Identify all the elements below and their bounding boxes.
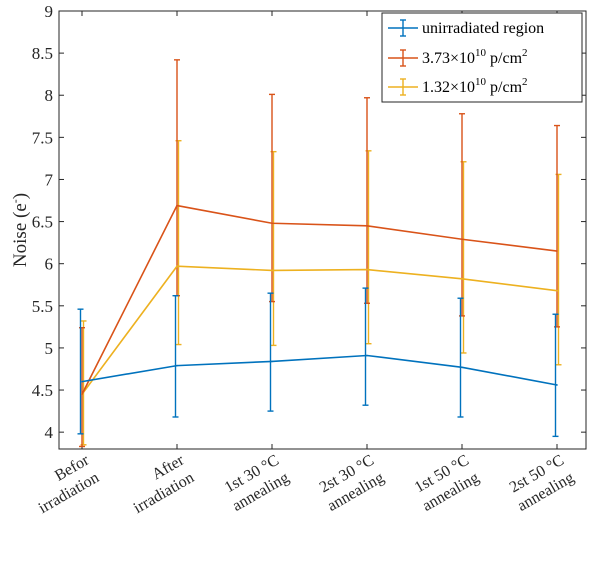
data-point: [176, 364, 178, 367]
series-errorbars: [77, 287, 559, 438]
data-point: [271, 360, 273, 363]
y-tick-label: 8: [45, 86, 54, 105]
y-tick-label: 9: [45, 2, 54, 21]
data-point: [556, 250, 558, 252]
y-tick-label: 7.5: [32, 128, 53, 147]
y-tick-label: 6: [45, 255, 54, 274]
y-axis: 4 4.5 5 5.5 6 6.5 7 7.5 8 8.5 9: [32, 2, 586, 442]
x-tick-label: 2st 30 °Cannealing: [315, 452, 387, 515]
series-line: [81, 265, 558, 395]
y-tick-label: 5.5: [32, 297, 53, 316]
x-tick-label: Afterirradiation: [121, 451, 198, 517]
x-tick-label: Beforirradiation: [26, 451, 103, 517]
data-point: [176, 265, 178, 268]
svg-text:2st 50 °Cannealing: 2st 50 °Cannealing: [505, 452, 577, 515]
y-tick-label: 5: [45, 339, 54, 358]
legend-item: 3.73×1010 p/cm2: [388, 47, 528, 67]
data-point: [366, 268, 368, 271]
data-point: [461, 238, 463, 241]
y-tick-label: 4.5: [32, 381, 53, 400]
data-point: [271, 269, 273, 272]
legend-label: 1.32×1010 p/cm2: [422, 76, 528, 96]
svg-text:Beforirradiation: Beforirradiation: [26, 451, 103, 517]
svg-text:1st 50 °Cannealing: 1st 50 °Cannealing: [410, 452, 482, 515]
data-point: [366, 224, 368, 227]
y-tick-label: 6.5: [32, 213, 53, 232]
data-point: [556, 289, 558, 292]
legend-item: 1.32×1010 p/cm2: [388, 76, 528, 96]
y-axis-title: Noise (e-): [8, 193, 31, 267]
data-point: [81, 393, 83, 396]
series-line: [81, 354, 558, 386]
legend-label: unirradiated region: [422, 20, 544, 37]
y-tick-label: 4: [45, 423, 54, 442]
legend: unirradiated region 3.73×1010 p/cm2 1.32×1…: [381, 12, 583, 103]
data-point: [271, 222, 273, 225]
series-layer: [77, 59, 562, 448]
legend-label: 3.73×1010 p/cm2: [422, 47, 528, 67]
y-axis-title-main: Noise (e: [10, 203, 31, 267]
svg-text:2st 30 °Cannealing: 2st 30 °Cannealing: [315, 452, 387, 515]
x-tick-label: 1st 30 °Cannealing: [220, 452, 292, 515]
legend-item: unirradiated region: [388, 19, 544, 37]
data-point: [556, 384, 558, 386]
y-tick-label: 7: [45, 170, 54, 189]
data-point: [366, 354, 368, 357]
series-line: [81, 204, 558, 395]
svg-text:Afterirradiation: Afterirradiation: [121, 451, 198, 517]
y-axis-title-sup: -: [8, 199, 22, 203]
data-point: [176, 204, 178, 207]
x-tick-label: 2st 50 °Cannealing: [505, 452, 577, 515]
svg-text:1st 30 °Cannealing: 1st 30 °Cannealing: [220, 452, 292, 515]
y-axis-title-close: ): [10, 193, 31, 199]
data-point: [461, 366, 463, 369]
data-point: [461, 278, 463, 280]
data-point: [81, 380, 83, 383]
y-tick-label: 8.5: [32, 44, 53, 63]
series-errorbars: [80, 140, 562, 446]
x-tick-label: 1st 50 °Cannealing: [410, 452, 482, 515]
